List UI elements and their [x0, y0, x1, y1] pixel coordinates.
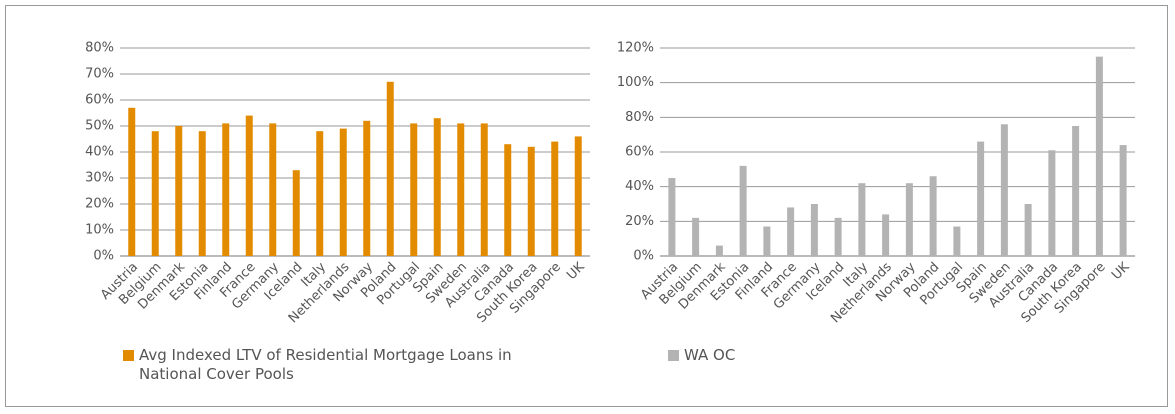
bar	[668, 178, 676, 256]
bar	[386, 81, 394, 256]
y-tick-label: 80%	[625, 110, 654, 125]
x-tick-label: UK	[1109, 259, 1133, 283]
bar	[787, 207, 795, 256]
bar	[527, 146, 535, 256]
bar	[905, 183, 913, 256]
bar	[151, 131, 159, 256]
bar	[692, 217, 700, 256]
legend: WA OC	[668, 346, 1088, 365]
bar	[715, 245, 723, 256]
bar	[739, 165, 747, 256]
bar	[269, 123, 277, 257]
bar	[977, 141, 985, 256]
bar	[175, 126, 183, 256]
y-tick-label: 60%	[625, 145, 654, 160]
bar	[929, 176, 937, 256]
bar	[433, 118, 441, 256]
bar	[1119, 145, 1127, 256]
bar	[1024, 204, 1032, 256]
y-tick-label: 120%	[617, 41, 654, 56]
bar	[198, 131, 206, 256]
bar	[858, 183, 866, 256]
y-tick-label: 20%	[85, 197, 114, 212]
bar	[1072, 126, 1080, 256]
legend-swatch	[668, 350, 679, 361]
y-tick-label: 100%	[617, 75, 654, 90]
y-tick-label: 20%	[625, 214, 654, 229]
y-tick-label: 60%	[85, 93, 114, 108]
bar	[292, 170, 300, 256]
bar	[810, 204, 818, 256]
bar	[763, 226, 771, 256]
bar	[480, 123, 488, 257]
legend-label: WA OC	[684, 346, 736, 364]
bar	[834, 217, 842, 256]
bar	[457, 123, 465, 257]
bar	[410, 123, 418, 257]
y-tick-label: 0%	[633, 249, 654, 264]
y-tick-label: 80%	[85, 41, 114, 56]
bar	[339, 128, 347, 256]
frame	[5, 5, 1168, 407]
bar	[551, 141, 559, 256]
y-tick-label: 10%	[85, 223, 114, 238]
bar	[222, 123, 230, 257]
bar	[363, 120, 371, 256]
bar	[882, 214, 890, 256]
legend-swatch	[123, 350, 134, 361]
y-tick-label: 70%	[85, 67, 114, 82]
bar	[1048, 150, 1056, 256]
bar	[574, 136, 582, 256]
y-tick-label: 40%	[85, 145, 114, 160]
legend-label: Avg Indexed LTV of Residential Mortgage …	[139, 346, 512, 383]
bar	[128, 107, 136, 256]
y-tick-label: 50%	[85, 119, 114, 134]
bar	[504, 144, 512, 256]
bar	[953, 226, 961, 256]
x-tick-label: UK	[564, 259, 588, 283]
y-tick-label: 30%	[85, 171, 114, 186]
bar	[245, 115, 253, 256]
bar	[316, 131, 324, 256]
y-tick-label: 0%	[93, 249, 114, 264]
bar	[1095, 56, 1103, 256]
legend: Avg Indexed LTV of Residential Mortgage …	[123, 346, 553, 384]
bar	[1000, 124, 1008, 257]
y-tick-label: 40%	[625, 179, 654, 194]
